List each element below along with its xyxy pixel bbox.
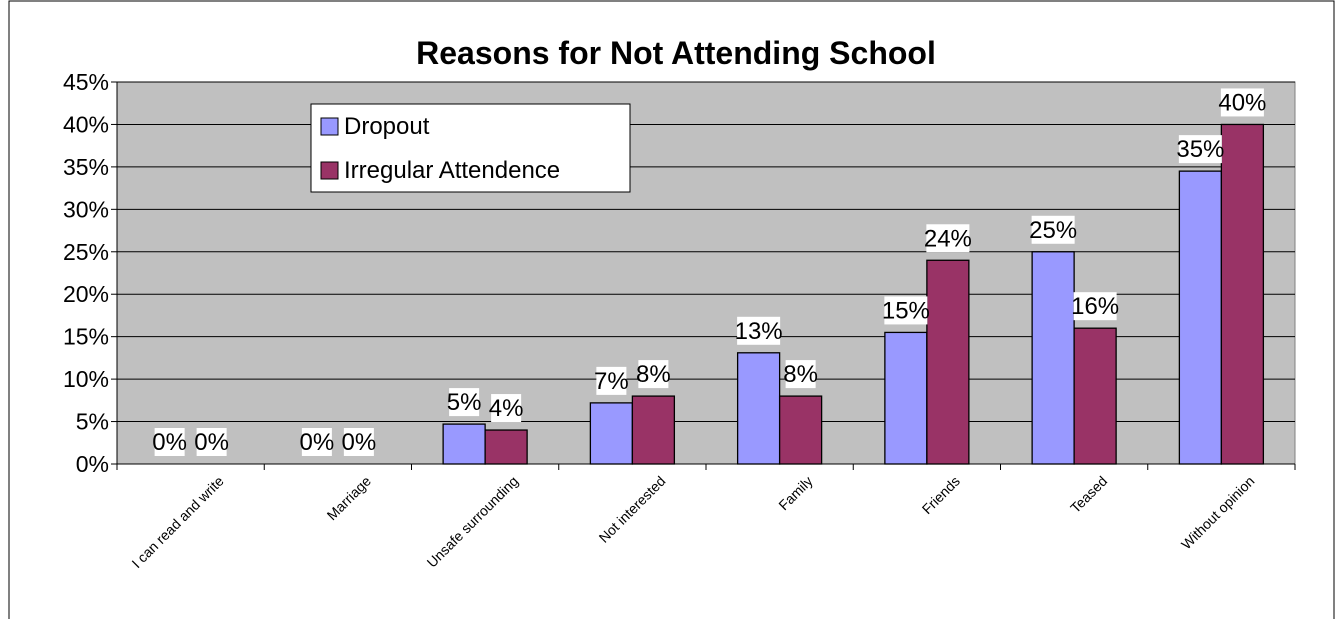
- y-tick-label: 15%: [63, 324, 109, 350]
- data-label-bg: [926, 224, 970, 253]
- data-label-bg: [491, 394, 522, 423]
- bar: [631, 395, 676, 465]
- y-tick-label: 40%: [63, 111, 109, 137]
- y-tick-label: 10%: [63, 366, 109, 392]
- y-tick-label: 20%: [63, 281, 109, 307]
- data-label-bg: [737, 316, 781, 345]
- bar: [736, 352, 781, 465]
- legend-box: [310, 103, 631, 193]
- data-label-bg: [785, 360, 816, 389]
- data-label: 16%: [1071, 293, 1119, 320]
- bar: [484, 429, 528, 465]
- bar: [926, 259, 970, 465]
- bar: [1220, 123, 1265, 465]
- y-tick-label: 35%: [63, 154, 109, 180]
- data-label-bg: [1220, 88, 1264, 117]
- data-label-bg: [449, 388, 480, 417]
- data-label-bg: [1178, 135, 1222, 164]
- data-label-bg: [596, 366, 627, 395]
- data-label-bg: [196, 428, 227, 456]
- bar: [589, 402, 634, 465]
- data-label: 13%: [735, 318, 783, 345]
- data-label: 5%: [447, 389, 482, 416]
- data-label-bg: [343, 428, 374, 456]
- data-label: 0%: [342, 429, 377, 456]
- bar: [778, 395, 823, 465]
- bar: [1031, 251, 1075, 465]
- data-label: 15%: [882, 297, 930, 324]
- data-label-bg: [154, 428, 185, 456]
- legend-swatch: [320, 161, 339, 180]
- bar: [1073, 327, 1117, 465]
- data-label: 4%: [489, 395, 524, 422]
- data-label: 7%: [594, 368, 629, 395]
- data-label-bg: [884, 296, 928, 325]
- legend-label: Dropout: [344, 113, 430, 140]
- y-tick-label: 30%: [63, 196, 109, 222]
- data-label: 24%: [924, 225, 972, 252]
- y-tick-label: 25%: [63, 239, 109, 265]
- data-labels: 0% 0% 5% 7% 13% 15% 25% 35% 0% 0% 4% 8% 8% 24% 16% 40%: [152, 88, 1266, 456]
- bar: [442, 423, 486, 465]
- data-label: 25%: [1029, 217, 1077, 244]
- data-label-bg: [301, 428, 332, 456]
- data-label-bg: [638, 360, 669, 389]
- y-tick-label: 0%: [76, 451, 109, 477]
- plot-area: [116, 81, 1296, 465]
- data-label-bg: [1073, 292, 1117, 321]
- data-label: 40%: [1218, 89, 1266, 116]
- legend: Dropout Irregular Attendence: [310, 103, 631, 193]
- data-label: 35%: [1176, 136, 1224, 163]
- data-label: 0%: [152, 429, 187, 456]
- data-label: 8%: [783, 361, 818, 388]
- y-tick-label: 5%: [76, 409, 109, 435]
- data-label-bg: [1031, 215, 1075, 244]
- legend-swatch: [320, 117, 339, 136]
- chart-title: Reasons for Not Attending School: [416, 35, 936, 71]
- y-tick-label: 45%: [63, 69, 109, 95]
- legend-label: Irregular Attendence: [344, 157, 560, 184]
- data-label: 8%: [636, 361, 671, 388]
- bar: [884, 331, 928, 465]
- bar: [1178, 170, 1223, 465]
- data-label: 0%: [300, 429, 335, 456]
- data-label: 0%: [194, 429, 229, 456]
